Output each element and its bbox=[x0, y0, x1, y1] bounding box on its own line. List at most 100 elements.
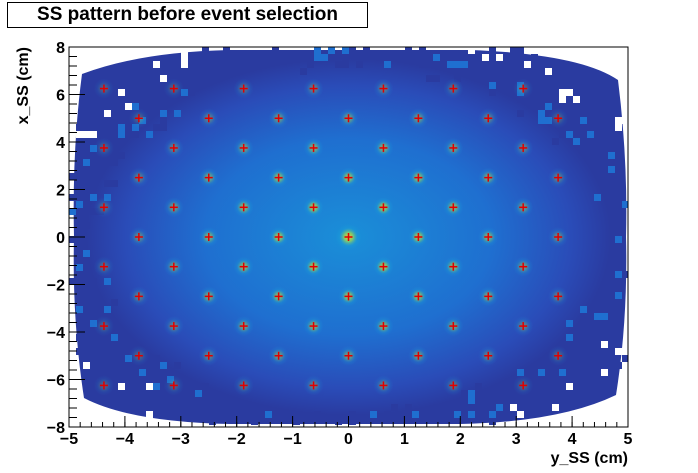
heatmap-bin bbox=[216, 75, 223, 82]
heatmap-bin bbox=[363, 47, 370, 54]
heatmap-bin bbox=[510, 404, 517, 411]
heatmap-bin bbox=[167, 411, 174, 418]
heatmap-bin bbox=[153, 75, 160, 82]
hotspot-marker bbox=[134, 351, 143, 360]
y-axis-title: x_SS (cm) bbox=[15, 47, 32, 124]
hotspot-marker bbox=[519, 322, 528, 331]
heatmap-bin bbox=[335, 418, 342, 425]
heatmap-bin bbox=[69, 236, 76, 243]
heatmap-bin bbox=[468, 404, 475, 411]
hotspot-marker bbox=[99, 381, 108, 390]
heatmap-bin bbox=[118, 89, 125, 96]
heatmap-bin bbox=[622, 117, 628, 124]
heatmap-bin bbox=[153, 355, 160, 362]
heatmap-bin bbox=[622, 201, 628, 208]
heatmap-bin bbox=[559, 369, 566, 376]
hotspot-marker bbox=[239, 143, 248, 152]
heatmap-bin bbox=[342, 54, 349, 61]
heatmap-bin bbox=[615, 313, 622, 320]
hotspot-marker bbox=[169, 262, 178, 271]
hotspot-marker bbox=[309, 322, 318, 331]
x-tick-label: 1 bbox=[400, 431, 409, 448]
hotspot-marker bbox=[99, 203, 108, 212]
hotspot-marker bbox=[99, 262, 108, 271]
hotspot-marker bbox=[519, 381, 528, 390]
heatmap-bin bbox=[573, 334, 580, 341]
heatmap-bin bbox=[181, 68, 188, 75]
heatmap-bin bbox=[83, 271, 90, 278]
hotspot-marker bbox=[274, 114, 283, 123]
heatmap-bin bbox=[531, 376, 538, 383]
x-tick-label: −4 bbox=[116, 431, 134, 448]
heatmap-bin bbox=[118, 124, 125, 131]
hotspot-marker bbox=[554, 292, 563, 301]
hotspot-marker bbox=[134, 114, 143, 123]
heatmap-bin bbox=[230, 68, 237, 75]
hotspot-marker bbox=[449, 381, 458, 390]
hotspot-marker bbox=[169, 381, 178, 390]
heatmap-bin bbox=[104, 159, 111, 166]
heatmap-bin bbox=[104, 124, 111, 131]
heatmap-bin bbox=[118, 152, 125, 159]
heatmap-bin bbox=[615, 173, 622, 180]
x-axis-ticks: −5 −4 −3 −2 −1 0 1 2 3 4 5 bbox=[60, 416, 633, 448]
heatmap-bin bbox=[90, 208, 97, 215]
heatmap-bin bbox=[615, 362, 622, 369]
heatmap-bin bbox=[307, 61, 314, 68]
hotspot-marker bbox=[99, 322, 108, 331]
x-tick-label: −5 bbox=[60, 431, 78, 448]
heatmap-bin bbox=[202, 47, 209, 54]
hotspot-marker bbox=[554, 114, 563, 123]
hotspot-marker bbox=[519, 262, 528, 271]
heatmap-bin bbox=[83, 250, 90, 257]
heatmap-bin bbox=[482, 75, 489, 82]
heatmap-bin bbox=[433, 411, 440, 418]
heatmap-bin bbox=[573, 138, 580, 145]
heatmap-bin bbox=[580, 376, 587, 383]
heatmap-bin bbox=[76, 264, 83, 271]
hotspot-marker bbox=[169, 84, 178, 93]
heatmap-bin bbox=[594, 313, 601, 320]
heatmap-bin bbox=[454, 411, 461, 418]
hotspot-marker bbox=[344, 233, 353, 241]
hotspot-marker bbox=[169, 203, 178, 212]
hotspot-marker bbox=[379, 84, 388, 93]
heatmap-bin bbox=[559, 89, 566, 96]
heatmap-bin bbox=[622, 271, 628, 278]
heatmap-bin bbox=[419, 61, 426, 68]
x-tick-label: −2 bbox=[228, 431, 246, 448]
hotspot-marker bbox=[344, 351, 353, 360]
heatmap-bin bbox=[552, 138, 559, 145]
heatmap-bin bbox=[111, 124, 118, 131]
heatmap-bin bbox=[76, 201, 83, 208]
heatmap-bin bbox=[146, 383, 153, 390]
y-tick-label: −2 bbox=[47, 278, 65, 295]
heatmap-bin bbox=[433, 404, 440, 411]
heatmap-bin bbox=[223, 404, 230, 411]
heatmap-bin bbox=[475, 383, 482, 390]
x-tick-label: 2 bbox=[456, 431, 465, 448]
heatmap-cells bbox=[69, 47, 628, 427]
heatmap-bin bbox=[517, 47, 524, 54]
heatmap-bin bbox=[454, 75, 461, 82]
heatmap-bin bbox=[314, 47, 321, 54]
hotspot-marker bbox=[414, 351, 423, 360]
heatmap-bin bbox=[153, 96, 160, 103]
heatmap-bin bbox=[76, 124, 83, 131]
heatmap-bin bbox=[489, 89, 496, 96]
heatmap-bin bbox=[433, 75, 440, 82]
heatmap-bin bbox=[601, 313, 608, 320]
hotspot-marker bbox=[204, 351, 213, 360]
heatmap-bin bbox=[461, 411, 468, 418]
heatmap-bin bbox=[90, 145, 97, 152]
heatmap-bin bbox=[90, 355, 97, 362]
heatmap-bin bbox=[209, 397, 216, 404]
heatmap-bin bbox=[601, 369, 608, 376]
heatmap-bin bbox=[69, 278, 76, 285]
heatmap-bin bbox=[517, 96, 524, 103]
hotspot-marker bbox=[519, 203, 528, 212]
hotspot-markers bbox=[99, 84, 563, 390]
heatmap-bin bbox=[321, 54, 328, 61]
heatmap-bin bbox=[489, 411, 496, 418]
heatmap-bin bbox=[615, 222, 622, 229]
